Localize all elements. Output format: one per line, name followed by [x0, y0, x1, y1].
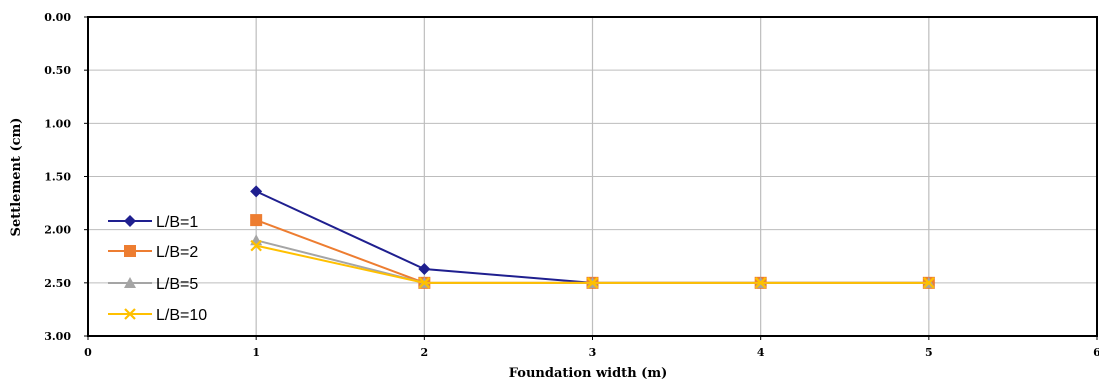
x-tick-label: 2 — [421, 346, 429, 359]
legend-entry: L/B=10 — [108, 307, 207, 324]
series-l-b-10 — [250, 239, 935, 289]
y-tick-label: 2.50 — [44, 277, 71, 290]
x-tick-label: 4 — [757, 346, 765, 359]
legend-entry: L/B=5 — [108, 276, 198, 293]
data-point-square — [250, 214, 263, 227]
data-point-x — [586, 277, 599, 289]
legend-entry: L/B=2 — [108, 244, 198, 261]
data-point-x — [754, 277, 767, 289]
legend-marker — [124, 215, 136, 227]
legend-entry: L/B=1 — [108, 214, 198, 231]
y-axis-title: Settlement (cm) — [9, 118, 24, 237]
data-point-diamond — [250, 185, 263, 198]
x-tick-labels: 0 1 2 3 4 5 6 — [84, 336, 1099, 359]
y-tick-label: 1.50 — [44, 171, 71, 184]
x-tick-label: 3 — [589, 346, 597, 359]
y-tick-label: 1.00 — [44, 117, 71, 130]
legend-label: L/B=5 — [156, 276, 198, 293]
y-tick-label: 3.00 — [44, 330, 71, 343]
y-tick-label: 2.00 — [44, 224, 71, 237]
data-point-x — [250, 239, 262, 252]
legend-marker — [124, 277, 136, 288]
legend: L/B=1 L/B=2 L/B=5 L/B=10 — [108, 214, 207, 324]
data-point-triangle — [250, 234, 263, 246]
x-tick-label: 6 — [1093, 346, 1099, 359]
legend-label: L/B=2 — [156, 244, 198, 261]
x-tick-label: 5 — [925, 346, 933, 359]
legend-label: L/B=10 — [156, 307, 207, 324]
x-tick-label: 0 — [84, 346, 92, 359]
legend-marker — [124, 245, 136, 257]
x-axis-title: Foundation width (m) — [509, 366, 667, 381]
data-point-x — [923, 277, 935, 289]
data-point-diamond — [418, 263, 431, 276]
y-tick-label: 0.00 — [44, 11, 71, 24]
y-tick-label: 0.50 — [44, 64, 71, 77]
legend-label: L/B=1 — [156, 214, 198, 231]
y-tick-labels: 0.00 0.50 1.00 1.50 2.00 2.50 3.00 — [44, 11, 88, 343]
data-point-x — [418, 277, 431, 289]
series-lines — [250, 185, 935, 289]
x-tick-label: 1 — [252, 346, 260, 359]
legend-marker — [124, 308, 136, 320]
